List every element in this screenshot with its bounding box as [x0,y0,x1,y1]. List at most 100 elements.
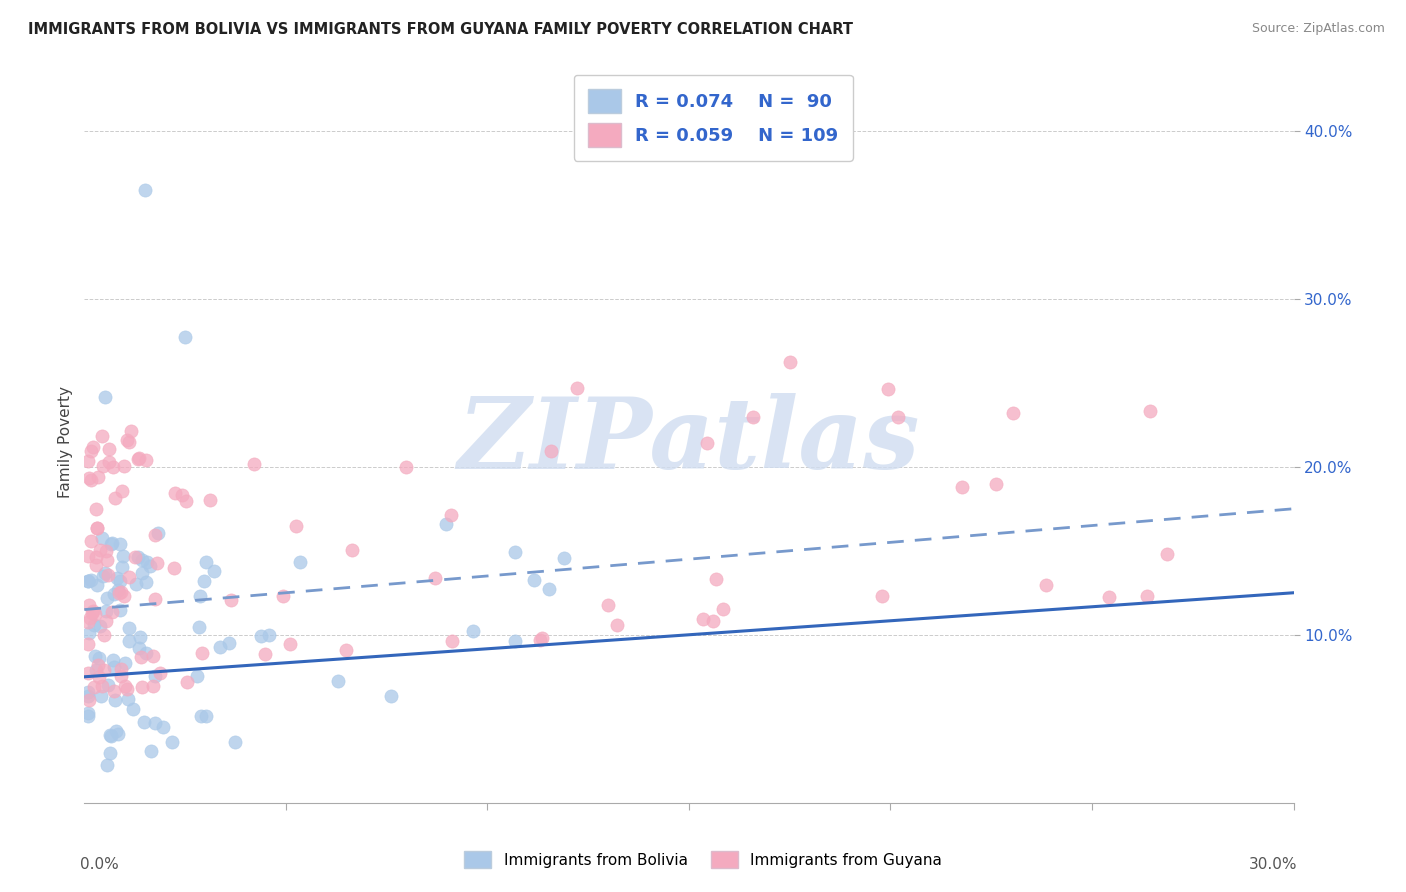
Point [87,658,110,673]
Point [243,457,266,471]
Point [91,429,114,443]
Text: 0.0%: 0.0% [80,856,120,871]
Point [100,729,122,743]
Point [567,381,589,395]
Point [84,607,107,621]
Point [104,693,127,707]
Point [1139,404,1161,418]
Point [696,436,718,450]
Point [162,735,184,749]
Point [704,572,727,586]
Point [149,665,172,680]
Point [117,692,139,706]
Point [553,551,575,566]
Point [103,684,125,698]
Point [141,744,163,758]
Point [98,728,121,742]
Point [77,574,100,589]
Point [105,571,128,585]
Point [117,621,139,635]
Point [77,615,100,629]
Point [101,536,124,550]
Point [711,602,734,616]
Point [128,640,150,655]
Point [143,592,166,607]
Point [190,708,212,723]
Point [142,648,165,663]
Point [138,559,160,574]
Point [101,605,124,619]
Point [111,484,134,499]
Point [692,612,714,626]
Point [209,640,232,654]
Point [96,757,118,772]
Point [77,685,100,699]
Point [110,668,132,682]
Legend: R = 0.074    N =  90, R = 0.059    N = 109: R = 0.074 N = 90, R = 0.059 N = 109 [574,75,852,161]
Point [170,488,193,502]
Point [114,679,136,693]
Point [218,636,240,650]
Point [134,714,156,729]
Point [288,555,311,569]
Point [129,649,152,664]
Point [110,662,132,676]
Point [112,458,135,473]
Point [89,670,111,684]
Point [107,583,129,598]
Point [530,631,553,645]
Point [127,549,149,564]
Point [163,560,186,574]
Point [94,566,117,581]
Point [77,598,100,612]
Point [77,471,100,485]
Point [253,648,276,662]
Point [340,542,363,557]
Text: 30.0%: 30.0% [1249,856,1298,871]
Point [505,634,527,648]
Point [122,702,145,716]
Point [702,614,724,628]
Point [80,444,103,458]
Text: ZIPatlas: ZIPatlas [458,393,920,490]
Point [97,567,120,582]
Point [870,589,893,603]
Point [96,544,118,558]
Point [83,618,105,632]
Point [118,434,141,449]
Point [80,573,103,587]
Point [110,574,132,588]
Point [115,433,138,447]
Point [103,659,125,673]
Point [91,458,114,473]
Y-axis label: Family Poverty: Family Poverty [58,385,73,498]
Text: IMMIGRANTS FROM BOLIVIA VS IMMIGRANTS FROM GUYANA FAMILY POVERTY CORRELATION CHA: IMMIGRANTS FROM BOLIVIA VS IMMIGRANTS FR… [28,22,853,37]
Point [193,574,215,588]
Point [86,501,108,516]
Point [143,669,166,683]
Point [86,521,108,535]
Point [1098,590,1121,604]
Point [84,648,107,663]
Point [93,663,115,677]
Point [146,526,169,541]
Point [111,559,134,574]
Point [80,533,103,548]
Point [1156,547,1178,561]
Point [284,519,307,533]
Point [537,582,560,597]
Point [82,604,104,618]
Point [540,444,562,458]
Point [118,570,141,584]
Point [440,634,463,648]
Point [131,680,153,694]
Point [134,183,156,197]
Point [195,709,218,723]
Point [174,493,197,508]
Point [108,537,131,551]
Point [127,452,149,467]
Point [89,543,111,558]
Point [108,586,131,600]
Point [250,630,273,644]
Point [1136,589,1159,603]
